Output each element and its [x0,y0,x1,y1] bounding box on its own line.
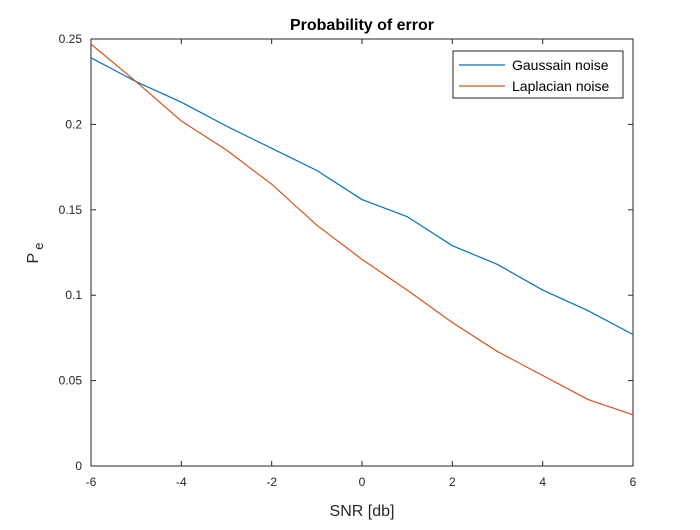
y-axis-label-base: P [25,253,42,264]
y-tick-label: 0.25 [59,32,83,46]
x-tick-label: -4 [176,475,187,489]
x-tick-label: 2 [449,475,456,489]
y-tick-label: 0 [75,459,82,473]
x-axis-label: SNR [db] [330,503,395,520]
series-layer [90,43,634,416]
x-axis: -6 -4 -2 0 2 4 6 [86,39,637,489]
series-line-1 [90,57,634,336]
legend-label-2: Laplacian noise [512,78,610,94]
x-tick-label: 4 [539,475,546,489]
x-tick-label: 6 [630,475,637,489]
y-axis-label: Pe [25,243,46,264]
legend-box [452,50,624,99]
y-tick-label: 0.1 [65,288,82,302]
chart-title: Probability of error [290,17,434,34]
y-axis: 0 0.05 0.1 0.15 0.2 0.25 [59,32,633,473]
x-tick-label: 0 [359,475,366,489]
x-tick-label: -2 [266,475,277,489]
y-tick-label: 0.05 [59,374,83,388]
plot-area [90,38,634,467]
legend: Gaussain noise Laplacian noise [452,50,624,99]
legend-label-1: Gaussain noise [512,57,609,73]
y-axis-label-subscript: e [31,243,46,250]
x-tick-label: -6 [86,475,97,489]
y-tick-label: 0.15 [59,203,83,217]
series-line-2 [90,43,634,416]
y-tick-label: 0.2 [65,117,82,131]
